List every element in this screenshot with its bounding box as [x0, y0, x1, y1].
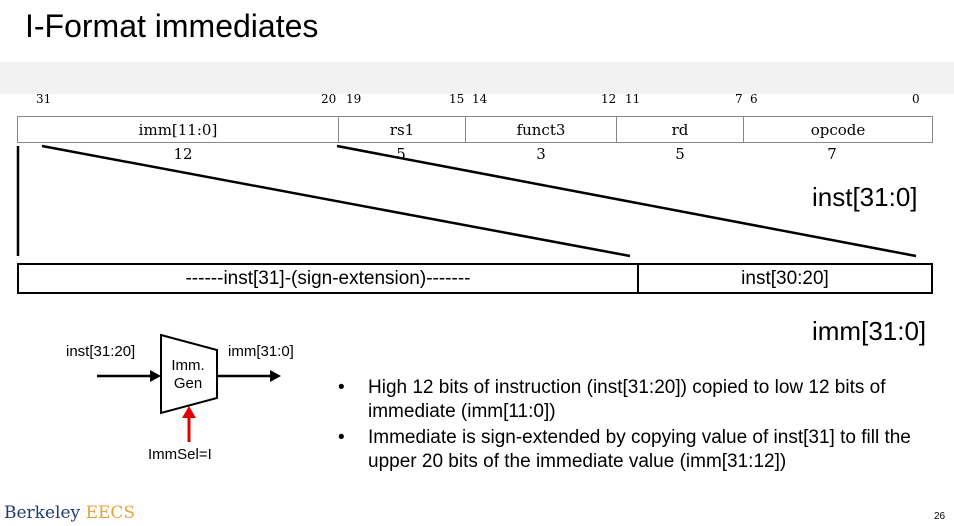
- bit-number: 6: [750, 92, 758, 106]
- imm-low-bits-segment: inst[30:20]: [637, 263, 933, 294]
- imm-gen-output-label: imm[31:0]: [228, 343, 294, 360]
- logo-berkeley: Berkeley: [4, 503, 81, 523]
- bit-number: 0: [912, 92, 920, 106]
- imm-sel-label: ImmSel=I: [148, 446, 212, 463]
- field-width: 3: [536, 145, 546, 163]
- control-arrow-icon: [182, 406, 196, 418]
- bit-number: 12: [601, 92, 617, 106]
- bullet-icon: •: [338, 427, 345, 448]
- imm-lower-line: [336, 144, 917, 258]
- bullet-text: Immediate is sign-extended by copying va…: [368, 427, 911, 472]
- output-arrow-icon: [270, 370, 281, 382]
- field-width: 5: [396, 145, 406, 163]
- imm-gen-line2: Gen: [173, 375, 203, 392]
- bullet-icon: •: [338, 377, 345, 398]
- field-width: 7: [827, 145, 837, 163]
- imm-gen-line1: Imm.: [171, 357, 205, 374]
- inst-label: inst[31:0]: [812, 182, 918, 212]
- bullet-text: High 12 bits of instruction (inst[31:20]…: [368, 377, 886, 422]
- bullet-item: • Immediate is sign-extended by copying v…: [338, 426, 950, 474]
- bit-number: 14: [472, 92, 488, 106]
- berkeley-eecs-logo: Berkeley EECS: [4, 503, 135, 523]
- slide-title: I-Format immediates: [25, 8, 319, 44]
- header-band: [0, 62, 954, 94]
- imm-upper-line: [41, 144, 631, 258]
- imm-gen-block-label: Imm. Gen: [163, 357, 213, 393]
- bullet-list: • High 12 bits of instruction (inst[31:20…: [338, 376, 950, 476]
- bullet-item: • High 12 bits of instruction (inst[31:20…: [338, 376, 950, 424]
- field-width: 5: [675, 145, 685, 163]
- bit-number: 20: [321, 92, 337, 106]
- bit-number: 31: [36, 92, 52, 106]
- bit-number: 15: [449, 92, 465, 106]
- field-width: 12: [173, 145, 193, 163]
- input-arrow-icon: [150, 370, 161, 382]
- bit-number: 7: [735, 92, 743, 106]
- bit-number: 11: [625, 92, 641, 106]
- page-number: 26: [934, 511, 946, 522]
- imm-gen-input-label: inst[31:20]: [66, 343, 136, 360]
- bit-number: 19: [346, 92, 362, 106]
- imm-label: imm[31:0]: [812, 316, 927, 346]
- logo-eecs: EECS: [85, 503, 136, 523]
- imm-gen-block: [160, 333, 218, 415]
- field-opcode: opcode: [743, 116, 933, 143]
